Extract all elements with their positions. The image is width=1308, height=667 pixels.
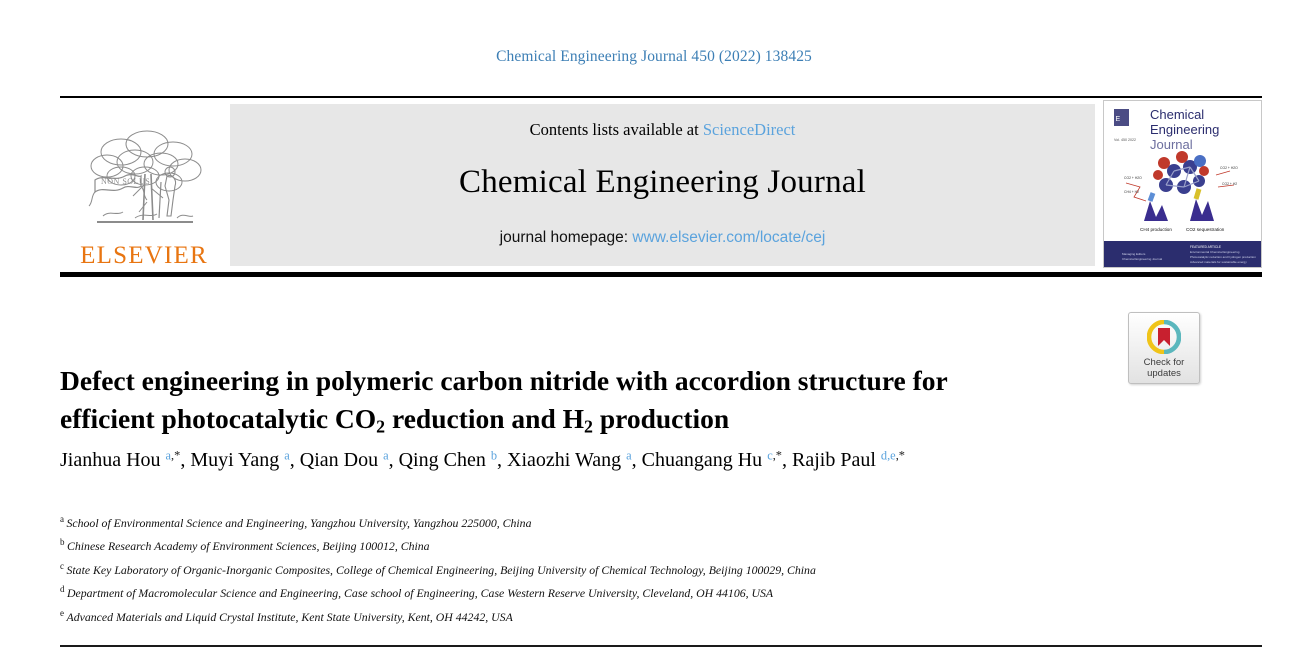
affiliation-row: b Chinese Research Academy of Environment… xyxy=(60,533,1240,556)
journal-cover-thumbnail[interactable]: E Chemical Engineering Journal Vol. 450 … xyxy=(1103,100,1262,268)
header-rule-thick xyxy=(60,272,1262,277)
svg-text:CO2 + H2O: CO2 + H2O xyxy=(1220,166,1238,170)
journal-masthead: NON SOLUS ELSEVIER Contents lists availa… xyxy=(60,100,1262,268)
crossmark-label-line1: Check for xyxy=(1143,356,1185,368)
affiliation-row: d Department of Macromolecular Science an… xyxy=(60,580,1240,603)
crossmark-badge[interactable]: Check for updates xyxy=(1128,312,1200,384)
contents-prefix: Contents lists available at xyxy=(529,120,703,139)
author-affiliation-marks: b xyxy=(490,449,498,463)
journal-cover-artwork: E Chemical Engineering Journal Vol. 450 … xyxy=(1104,101,1261,267)
author-entry[interactable]: Muyi Yang a, xyxy=(190,449,299,471)
homepage-prefix: journal homepage: xyxy=(499,229,633,246)
affiliation-row: e Advanced Materials and Liquid Crystal I… xyxy=(60,604,1240,627)
svg-text:Journal: Journal xyxy=(1150,137,1193,152)
affiliation-text: Department of Macromolecular Science and… xyxy=(67,586,774,601)
author-affiliation-marks: a xyxy=(383,449,389,463)
affiliation-list: a School of Environmental Science and Eng… xyxy=(60,510,1240,627)
author-separator: , xyxy=(631,449,642,472)
elsevier-tree-icon: NON SOLUS xyxy=(88,130,202,223)
author-entry[interactable]: Rajib Paul d,e,* xyxy=(792,449,905,471)
svg-text:Chemical Engineering Journal: Chemical Engineering Journal xyxy=(1122,257,1162,261)
author-affiliation-marks: a,* xyxy=(165,449,181,463)
svg-text:Chemical: Chemical xyxy=(1150,107,1204,122)
article-title-sub-2: 2 xyxy=(584,416,593,437)
contents-list-line: Contents lists available at ScienceDirec… xyxy=(230,120,1095,140)
article-title: Defect engineering in polymeric carbon n… xyxy=(60,362,1120,445)
author-affiliation-marks: a xyxy=(284,449,290,463)
crossmark-icon xyxy=(1147,319,1181,354)
svg-text:NON SOLUS: NON SOLUS xyxy=(101,177,150,186)
affiliation-text: State Key Laboratory of Organic-Inorgani… xyxy=(66,562,816,577)
author-name: Qing Chen xyxy=(398,449,491,472)
author-separator: , xyxy=(497,449,508,472)
article-title-line-2c: production xyxy=(592,403,730,435)
svg-text:Managing Editors: Managing Editors xyxy=(1122,252,1146,256)
svg-text:Vol. 450 2022: Vol. 450 2022 xyxy=(1114,138,1136,142)
author-name: Qian Dou xyxy=(299,449,384,472)
svg-text:CO2 sequestration: CO2 sequestration xyxy=(1186,227,1225,232)
journal-homepage-link[interactable]: www.elsevier.com/locate/cej xyxy=(632,229,826,246)
author-name: Xiaozhi Wang xyxy=(507,449,627,472)
svg-text:Advanced materials for sustain: Advanced materials for sustainable energ… xyxy=(1190,260,1247,264)
affiliation-text: Advanced Materials and Liquid Crystal In… xyxy=(66,609,513,624)
author-affiliation-marks: c,* xyxy=(767,449,782,463)
svg-text:Engineering: Engineering xyxy=(1150,122,1219,137)
affiliation-row: a School of Environmental Science and Eng… xyxy=(60,510,1240,533)
article-title-sub-1: 2 xyxy=(376,416,386,437)
author-affiliation-marks: a xyxy=(626,449,632,463)
journal-title: Chemical Engineering Journal xyxy=(459,164,866,200)
affiliation-marker: e xyxy=(60,607,64,618)
header-rule-top xyxy=(60,96,1262,98)
svg-text:CH4 + H2: CH4 + H2 xyxy=(1124,190,1139,194)
corresponding-author-marker: * xyxy=(898,449,905,463)
author-separator: , xyxy=(289,449,300,472)
affiliation-row: c State Key Laboratory of Organic-Inorgan… xyxy=(60,557,1240,580)
sciencedirect-link[interactable]: ScienceDirect xyxy=(702,120,796,139)
affiliation-marker: d xyxy=(60,584,65,595)
elsevier-logo[interactable]: NON SOLUS ELSEVIER xyxy=(60,104,228,268)
elsevier-wordmark: ELSEVIER xyxy=(80,242,208,269)
author-separator: , xyxy=(388,449,399,472)
author-name: Rajib Paul xyxy=(792,449,881,472)
article-title-line-2b: reduction and H xyxy=(385,403,585,435)
crossmark-label: Check for updates xyxy=(1144,357,1185,379)
author-entry[interactable]: Chuangang Hu c,*, xyxy=(642,449,792,471)
author-entry[interactable]: Qian Dou a, xyxy=(300,449,399,471)
svg-text:Photocatalytic reduction and h: Photocatalytic reduction and hydrogen pr… xyxy=(1190,255,1256,259)
article-title-line-2a: efficient photocatalytic CO xyxy=(60,403,377,435)
author-entry[interactable]: Jianhua Hou a,*, xyxy=(60,449,190,471)
svg-text:CH4 production: CH4 production xyxy=(1140,227,1172,232)
corresponding-author-marker: * xyxy=(775,449,782,463)
affiliation-text: School of Environmental Science and Engi… xyxy=(66,515,532,530)
author-separator: , xyxy=(782,449,792,472)
author-name: Jianhua Hou xyxy=(60,449,166,472)
author-list: Jianhua Hou a,*, Muyi Yang a, Qian Dou a… xyxy=(60,442,1160,474)
author-entry[interactable]: Xiaozhi Wang a, xyxy=(507,449,642,471)
journal-homepage-line: journal homepage: www.elsevier.com/locat… xyxy=(230,229,1095,247)
author-separator: , xyxy=(180,449,191,472)
svg-text:Environmental Chemical Enginee: Environmental Chemical Engineering xyxy=(1190,250,1240,254)
svg-text:CO2 + H2: CO2 + H2 xyxy=(1222,182,1237,186)
affiliation-text: Chinese Research Academy of Environment … xyxy=(67,539,430,554)
masthead-panel: Contents lists available at ScienceDirec… xyxy=(230,104,1095,266)
author-entry[interactable]: Qing Chen b, xyxy=(399,449,507,471)
affiliation-marker: c xyxy=(60,560,64,571)
author-name: Chuangang Hu xyxy=(641,449,768,472)
article-title-line-1: Defect engineering in polymeric carbon n… xyxy=(60,365,948,397)
crossmark-label-line2: updates xyxy=(1147,367,1181,379)
corresponding-author-marker: * xyxy=(174,449,181,463)
running-head: Chemical Engineering Journal 450 (2022) … xyxy=(496,48,812,65)
svg-text:CO2 + H2O: CO2 + H2O xyxy=(1124,176,1142,180)
author-name: Muyi Yang xyxy=(190,449,285,472)
footer-rule xyxy=(60,645,1262,647)
affiliation-marker: a xyxy=(60,514,64,524)
svg-text:FEATURED ARTICLE: FEATURED ARTICLE xyxy=(1190,245,1221,249)
svg-text:E: E xyxy=(1116,116,1121,123)
affiliation-marker: b xyxy=(60,537,65,548)
author-affiliation-marks: d,e,* xyxy=(880,449,905,463)
